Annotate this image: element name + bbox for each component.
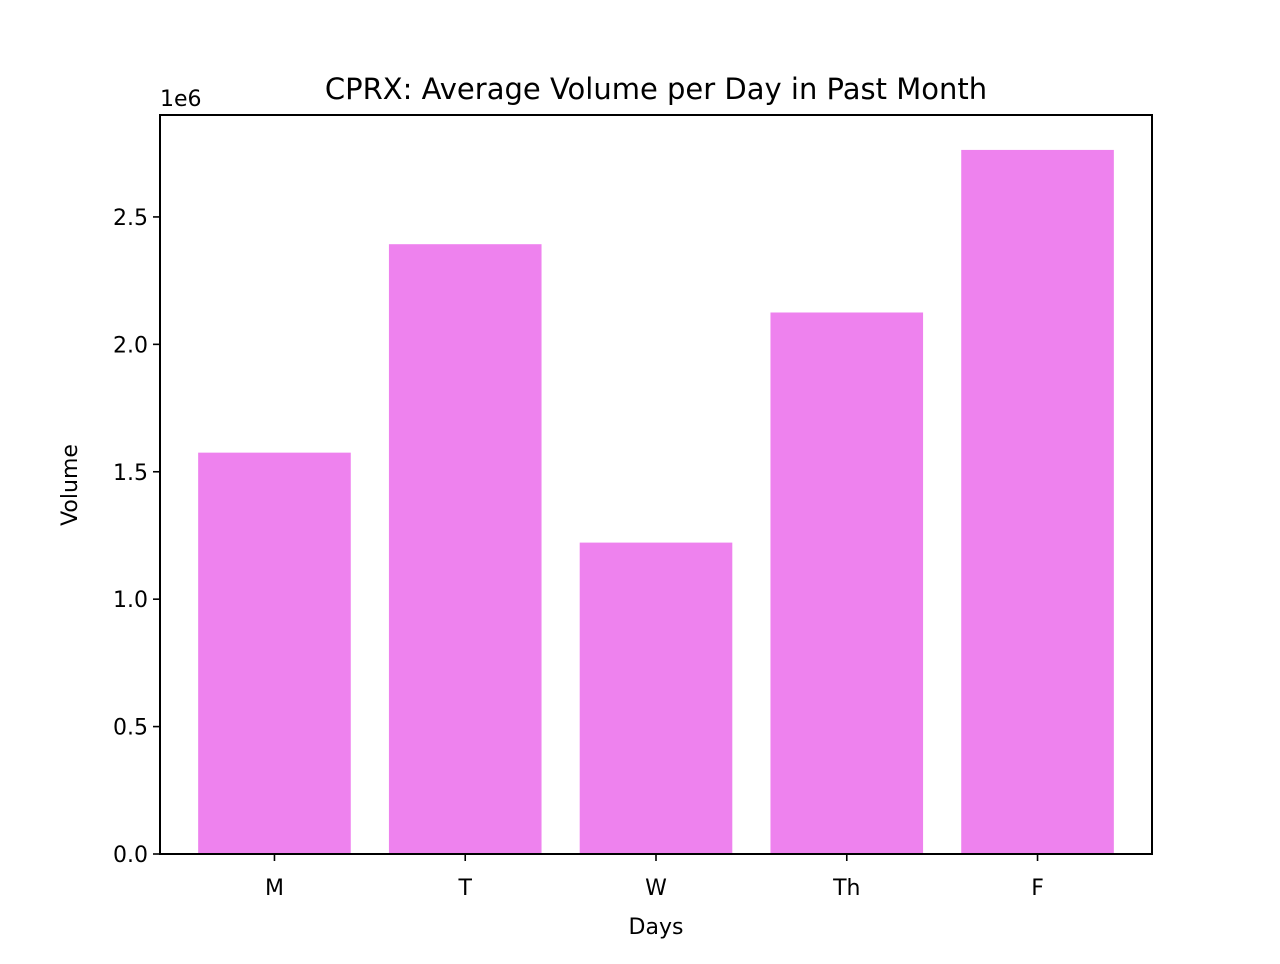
y-tick-label: 2.0 — [113, 333, 148, 358]
y-axis-offset-label: 1e6 — [160, 87, 202, 112]
y-axis-label: Volume — [58, 444, 83, 526]
x-axis-label: Days — [629, 915, 684, 940]
bars-group — [198, 149, 1114, 855]
bar-m — [198, 452, 351, 854]
x-axis-ticks: M T W Th F — [265, 854, 1044, 901]
bar-f — [961, 149, 1114, 854]
x-tick-label: W — [645, 876, 667, 901]
y-tick-label: 2.5 — [113, 206, 148, 231]
y-tick-label: 0.5 — [113, 716, 148, 741]
y-axis-ticks: 0.0 0.5 1.0 1.5 2.0 2.5 — [113, 206, 160, 868]
chart-title: CPRX: Average Volume per Day in Past Mon… — [325, 72, 987, 106]
bar-t — [388, 244, 542, 855]
x-tick-label: T — [458, 876, 473, 901]
x-tick-label: Th — [832, 876, 860, 901]
plot-frame — [159, 114, 1153, 855]
y-tick-label: 1.0 — [113, 588, 148, 613]
bar-th — [770, 312, 924, 854]
y-tick-label: 1.5 — [113, 461, 148, 486]
y-tick-label: 0.0 — [113, 843, 148, 868]
bar-w — [579, 542, 733, 854]
x-tick-label: M — [265, 876, 284, 901]
x-tick-label: F — [1031, 876, 1044, 901]
